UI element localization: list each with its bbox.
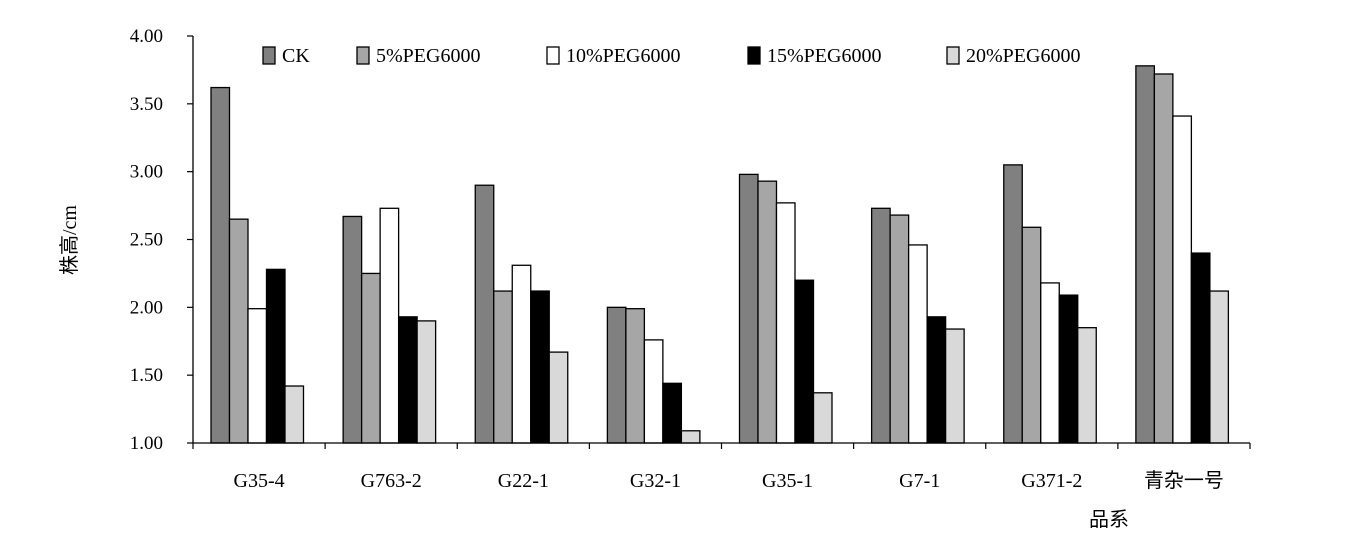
y-axis-title: 株高/cm <box>58 205 81 275</box>
bar-G7-1-15%PEG6000 <box>926 316 947 444</box>
y-tick-label: 1.50 <box>130 365 163 386</box>
bar-G35-1-5%PEG6000 <box>757 180 778 444</box>
x-tick-label: G22-1 <box>498 470 549 492</box>
legend-swatch <box>946 46 960 65</box>
bar-G371-2-20%PEG6000 <box>1077 327 1097 444</box>
bar-G22-1-10%PEG6000 <box>511 264 532 444</box>
bar-G35-1-CK <box>738 173 759 444</box>
bar-G7-1-CK <box>870 207 891 444</box>
bar-青杂一号-5%PEG6000 <box>1153 73 1174 444</box>
bar-G32-1-20%PEG6000 <box>680 430 701 444</box>
bar-G35-4-20%PEG6000 <box>284 385 305 444</box>
x-tick-label: G763-2 <box>361 470 422 492</box>
x-tick-label: G35-4 <box>234 470 285 492</box>
x-axis-title: 品系 <box>1089 508 1129 531</box>
legend-label: 10%PEG6000 <box>566 45 680 67</box>
bar-G22-1-CK <box>474 184 495 444</box>
legend-label: 15%PEG6000 <box>767 45 881 67</box>
bar-G7-1-5%PEG6000 <box>889 214 910 444</box>
bar-G35-4-15%PEG6000 <box>265 268 286 444</box>
x-tick-label: G371-2 <box>1021 470 1082 492</box>
legend-swatch <box>262 46 276 65</box>
y-tick-label: 1.00 <box>130 433 163 454</box>
bars-group <box>210 65 1230 444</box>
bar-G35-4-10%PEG6000 <box>247 308 268 444</box>
bar-G371-2-10%PEG6000 <box>1040 282 1060 444</box>
bar-G35-1-15%PEG6000 <box>794 279 815 444</box>
bar-G35-4-CK <box>210 86 231 444</box>
y-tick-label: 3.00 <box>130 162 163 183</box>
bar-G35-1-20%PEG6000 <box>812 392 833 444</box>
y-tick-label: 2.00 <box>130 297 163 318</box>
x-tick-label: G32-1 <box>630 470 681 492</box>
x-tick-label: 青杂一号 <box>1144 469 1224 492</box>
bar-G22-1-5%PEG6000 <box>493 290 513 444</box>
legend: CK 5%PEG6000 10%PEG6000 15%PEG6000 20%PEG600… <box>262 45 1080 67</box>
x-tick-label: G35-1 <box>762 470 813 492</box>
bar-G22-1-15%PEG6000 <box>530 290 550 444</box>
bar-G763-2-10%PEG6000 <box>379 207 400 444</box>
bar-青杂一号-20%PEG6000 <box>1209 290 1230 444</box>
bar-G763-2-CK <box>342 215 363 444</box>
axes-group: G35-4 G763-2 G22-1 G32-1 G35-1 G7-1 G371-2 青杂一号… <box>130 26 1251 492</box>
bar-G32-1-10%PEG6000 <box>643 339 664 444</box>
legend-swatch <box>546 46 560 65</box>
legend-swatch <box>747 46 761 65</box>
legend-swatch <box>356 46 370 65</box>
bar-G371-2-CK <box>1003 164 1023 444</box>
bar-G7-1-10%PEG6000 <box>907 244 928 444</box>
bar-G371-2-15%PEG6000 <box>1058 294 1079 444</box>
y-tick-label: 3.50 <box>130 94 163 115</box>
bar-青杂一号-15%PEG6000 <box>1190 252 1211 444</box>
bar-G371-2-5%PEG6000 <box>1021 226 1042 444</box>
bar-G32-1-15%PEG6000 <box>662 382 683 444</box>
bar-G763-2-15%PEG6000 <box>397 316 418 444</box>
y-tick-label: 4.00 <box>130 26 163 47</box>
y-tick-label: 2.50 <box>130 230 163 251</box>
legend-label: 5%PEG6000 <box>376 45 480 67</box>
bar-G22-1-20%PEG6000 <box>548 351 569 444</box>
bar-G35-1-10%PEG6000 <box>775 202 796 444</box>
legend-label: 20%PEG6000 <box>966 45 1080 67</box>
bar-青杂一号-CK <box>1135 65 1156 444</box>
x-tick-label: G7-1 <box>899 470 940 492</box>
bar-G32-1-CK <box>606 306 627 444</box>
bar-青杂一号-10%PEG6000 <box>1172 115 1193 444</box>
legend-label: CK <box>282 45 310 67</box>
bar-G763-2-20%PEG6000 <box>416 320 437 444</box>
bar-G763-2-5%PEG6000 <box>360 272 381 444</box>
bar-G32-1-5%PEG6000 <box>625 308 646 444</box>
bar-G7-1-20%PEG6000 <box>944 328 965 444</box>
bar-G35-4-5%PEG6000 <box>228 218 249 444</box>
